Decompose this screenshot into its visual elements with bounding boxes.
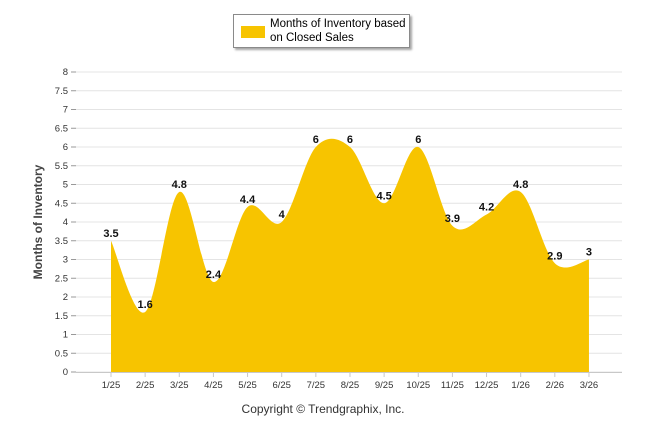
- data-label: 4.2: [479, 202, 494, 214]
- data-label: 4.8: [172, 179, 187, 191]
- x-tick-label: 12/25: [475, 380, 499, 391]
- area-fill: [111, 138, 589, 372]
- data-label: 4.4: [240, 194, 256, 206]
- data-label: 4: [279, 209, 286, 221]
- data-label: 6: [415, 134, 421, 146]
- x-tick-label: 11/25: [441, 380, 464, 391]
- y-tick-label: 2: [63, 292, 68, 303]
- x-tick-label: 7/25: [307, 380, 326, 391]
- data-label: 3.5: [103, 228, 118, 240]
- x-tick-label: 6/25: [272, 380, 291, 391]
- x-tick-label: 9/25: [375, 380, 394, 391]
- data-labels: 3.5 1.6 4.8 2.4 4.4 4 6 6 4.5 6 3.9 4.2 4.8 2.9 3: [103, 134, 592, 311]
- y-tick-label: 6: [63, 142, 68, 153]
- legend-swatch: [241, 26, 265, 38]
- data-label: 6: [313, 134, 319, 146]
- data-label: 4.5: [376, 190, 391, 202]
- y-tick-label: 0: [63, 367, 68, 378]
- x-tick-label: 1/26: [511, 380, 530, 391]
- y-tick-label: 1.5: [55, 311, 68, 322]
- x-tick-label: 3/25: [170, 380, 189, 391]
- legend: Months of Inventory based on Closed Sale…: [233, 14, 410, 48]
- y-tick-label: 5: [63, 180, 68, 191]
- data-label: 1.6: [137, 299, 152, 311]
- y-tick-label: 4: [63, 217, 68, 228]
- data-label: 6: [347, 134, 353, 146]
- y-tick-label: 0.5: [55, 348, 68, 359]
- data-label: 2.4: [206, 269, 222, 281]
- y-axis-ticks: 0 0.5 1 1.5 2 2.5 3 3.5 4 4.5 5 5.5 6 6.5 7 7.5 8: [55, 67, 76, 378]
- y-tick-label: 5.5: [55, 161, 68, 172]
- x-tick-label: 10/25: [406, 380, 430, 391]
- y-tick-label: 3: [63, 255, 68, 266]
- y-axis-title: Months of Inventory: [31, 164, 45, 279]
- area-series: [111, 138, 589, 372]
- copyright-footer: Copyright © Trendgraphix, Inc.: [241, 402, 405, 416]
- x-axis-ticks: 1/25 2/25 3/25 4/25 5/25 6/25 7/25 8/25 9/25 10/2…: [102, 372, 598, 391]
- y-tick-label: 7: [63, 105, 68, 116]
- x-tick-label: 4/25: [204, 380, 223, 391]
- y-tick-label: 3.5: [55, 236, 68, 247]
- y-tick-label: 4.5: [55, 198, 68, 209]
- x-tick-label: 3/26: [580, 380, 599, 391]
- x-tick-label: 1/25: [102, 380, 121, 391]
- y-tick-label: 7.5: [55, 86, 68, 97]
- data-label: 3: [586, 247, 592, 259]
- data-label: 4.8: [513, 179, 528, 191]
- x-tick-label: 2/25: [136, 380, 155, 391]
- x-tick-label: 8/25: [341, 380, 360, 391]
- legend-label: Months of Inventory based on Closed Sale…: [270, 18, 406, 44]
- x-tick-label: 5/25: [238, 380, 257, 391]
- data-label: 2.9: [547, 250, 562, 262]
- y-tick-label: 2.5: [55, 273, 68, 284]
- y-tick-label: 1: [63, 330, 68, 341]
- data-label: 3.9: [445, 213, 460, 225]
- y-tick-label: 6.5: [55, 123, 68, 134]
- y-tick-label: 8: [63, 67, 68, 78]
- x-tick-label: 2/26: [546, 380, 565, 391]
